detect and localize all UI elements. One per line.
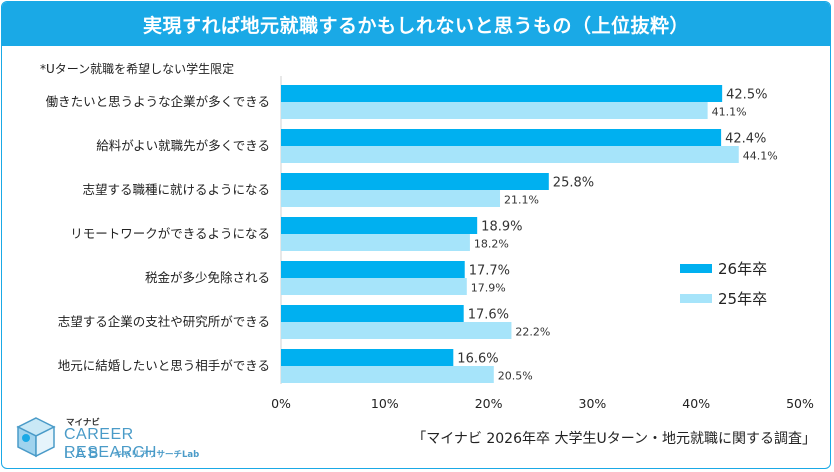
x-tick-label: 0% xyxy=(271,396,291,411)
chart-title: 実現すれば地元就職するかもしれないと思うもの（上位抜粋） xyxy=(2,2,830,46)
x-tick-label: 30% xyxy=(579,396,607,411)
chart-note: *Uターン就職を希望しない学生限定 xyxy=(40,62,235,76)
bar-26 xyxy=(281,129,722,146)
category-label: 志望する企業の支社や研究所ができる xyxy=(58,314,270,329)
data-label: 42.5% xyxy=(726,88,767,103)
data-label: 22.2% xyxy=(515,326,550,339)
logo-career-research-text: CAREER RESEARCH xyxy=(64,426,157,461)
legend-label: 26年卒 xyxy=(718,260,767,278)
bar-25 xyxy=(281,234,470,251)
career-research-lab-logo: マイナビ CAREER RESEARCH LAB キャリアリサーチLab xyxy=(14,412,224,464)
logo-mynavi-text: マイナビ xyxy=(66,418,100,428)
category-label: 給料がよい就職先が多くできる xyxy=(96,138,270,153)
category-label: 志望する職種に就けるようになる xyxy=(82,182,270,197)
data-label: 21.1% xyxy=(504,194,539,207)
x-tick-label: 40% xyxy=(682,396,710,411)
bar-26 xyxy=(281,349,454,366)
logo-lab-text: LAB xyxy=(64,445,102,462)
x-tick-label: 50% xyxy=(786,396,814,411)
bar-26 xyxy=(281,173,549,190)
data-label: 18.2% xyxy=(474,238,509,251)
data-label: 42.4% xyxy=(725,132,766,147)
legend-swatch-26 xyxy=(680,264,712,273)
category-label: 働きたいと思うような企業が多くできる xyxy=(46,94,270,109)
bar-26 xyxy=(281,217,478,234)
data-label: 25.8% xyxy=(553,176,594,191)
data-label: 41.1% xyxy=(712,106,747,119)
data-label: 17.7% xyxy=(469,264,510,279)
bar-26 xyxy=(281,261,465,278)
data-label: 16.6% xyxy=(457,352,498,367)
bar-25 xyxy=(281,322,512,339)
source-citation: 「マイナビ 2026年卒 大学生Uターン・地元就職に関する調査」 xyxy=(412,431,816,447)
bar-25 xyxy=(281,278,467,295)
x-tick-label: 20% xyxy=(475,396,503,411)
data-label: 18.9% xyxy=(481,220,522,235)
bar-25 xyxy=(281,146,739,163)
logo-kana-text: キャリアリサーチLab xyxy=(114,450,200,460)
bar-26 xyxy=(281,85,723,102)
category-label: 税金が多少免除される xyxy=(145,270,270,285)
cube-logo-icon xyxy=(16,417,56,458)
bar-25 xyxy=(281,102,708,119)
legend-label: 25年卒 xyxy=(718,290,767,308)
category-label: リモートワークができるようになる xyxy=(70,226,270,241)
legend-swatch-25 xyxy=(680,294,712,303)
data-label: 17.9% xyxy=(471,282,506,295)
bar-25 xyxy=(281,190,501,207)
data-label: 17.6% xyxy=(468,308,509,323)
category-label: 地元に結婚したいと思う相手ができる xyxy=(58,358,270,373)
data-label: 20.5% xyxy=(498,370,533,383)
bar-25 xyxy=(281,366,494,383)
data-label: 44.1% xyxy=(743,150,778,163)
x-tick-label: 10% xyxy=(371,396,399,411)
bar-26 xyxy=(281,305,464,322)
